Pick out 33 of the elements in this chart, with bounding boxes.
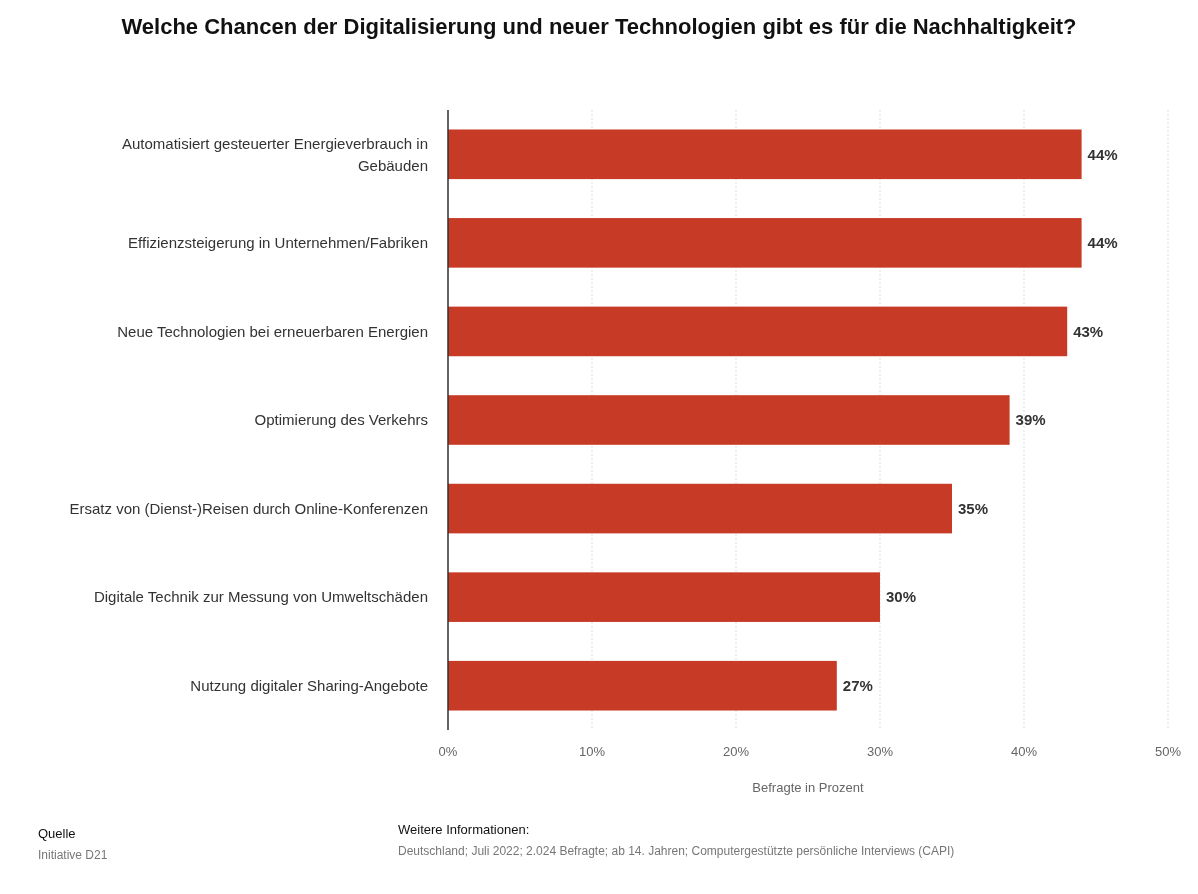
y-tick-label: Effizienzsteigerung in Unternehmen/Fabriken xyxy=(128,234,428,252)
x-tick-label: 40% xyxy=(1010,744,1038,759)
bar xyxy=(448,660,837,711)
bar xyxy=(448,395,1010,445)
y-tick-label: Digitale Technik zur Messung von Umweltschäden xyxy=(93,588,428,606)
data-label: 39% xyxy=(1015,411,1046,429)
text: Quelle xyxy=(38,826,76,841)
text: Deutschland; Juli 2022; 2.024 Befragte; ab 14. Jahren; Computergestützte persönliche Interviews (CAPI) xyxy=(398,844,955,858)
y-tick-label: Nutzung digitaler Sharing-Angebote xyxy=(190,676,428,694)
chart-title: Welche Chancen der Digitalisierung und neuer Technologien gibt es für die Nachhaltigkeit? xyxy=(121,14,1077,39)
y-tick-label: Neue Technologien bei erneuerbaren Energien xyxy=(117,322,428,340)
bar xyxy=(448,218,1082,268)
bar xyxy=(448,129,1082,180)
data-label: 35% xyxy=(958,499,989,517)
y-tick-label: Optimierung des Verkehrs xyxy=(254,411,428,429)
x-axis-title: Befragte in Prozent xyxy=(752,780,865,795)
bar xyxy=(448,483,952,534)
bar xyxy=(448,306,1068,357)
y-tick-label: Ersatz von (Dienst-)Reisen durch Online-Konferenzen xyxy=(69,499,428,517)
x-tick-label: 50% xyxy=(1154,744,1182,759)
data-label: 30% xyxy=(886,588,917,606)
y-tick-label: Automatisiert gesteuerter Energieverbrauch in Gebäuden xyxy=(122,134,428,174)
x-tick-label: 30% xyxy=(866,744,894,759)
x-tick-label: 10% xyxy=(578,744,606,759)
bar xyxy=(448,572,880,622)
text: Initiative D21 xyxy=(38,848,108,862)
data-label: 44% xyxy=(1087,145,1118,163)
x-tick-label: 0% xyxy=(438,744,458,759)
data-label: 27% xyxy=(842,676,873,694)
x-tick-label: 20% xyxy=(722,744,750,759)
text: Weitere Informationen: xyxy=(398,822,530,837)
data-label: 43% xyxy=(1073,322,1104,340)
data-label: 44% xyxy=(1087,234,1118,252)
